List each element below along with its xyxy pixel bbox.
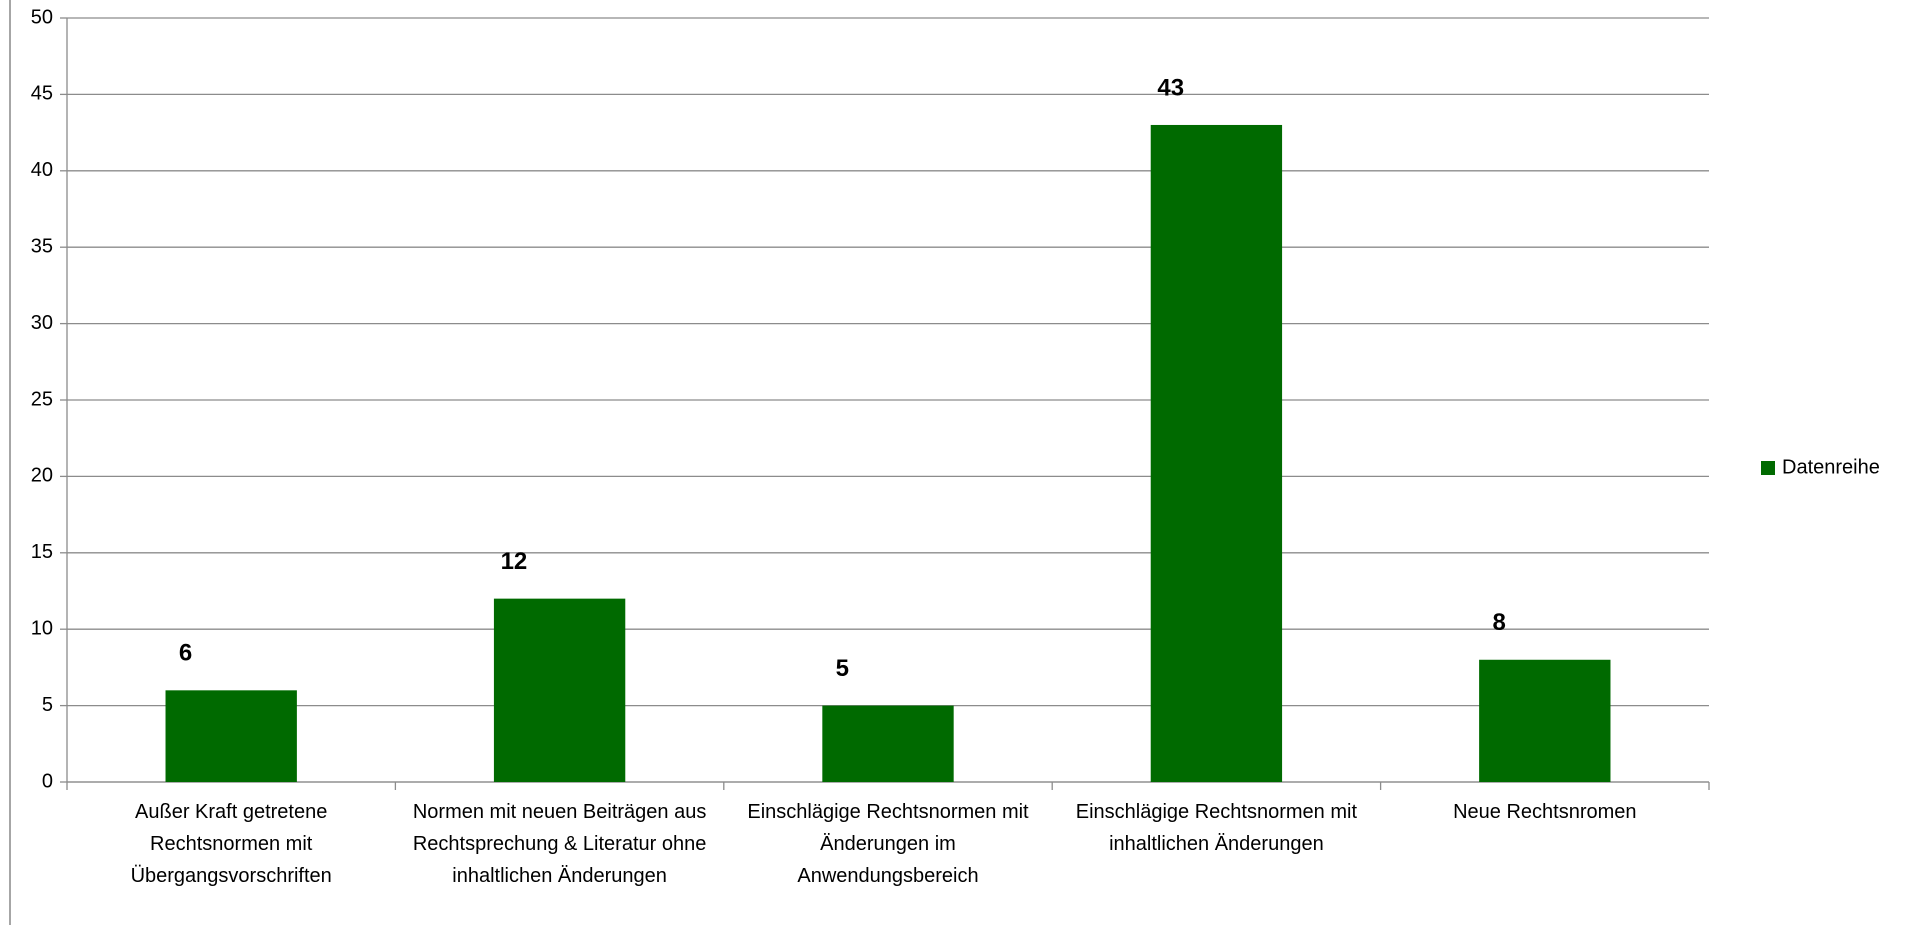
- bar: [822, 705, 954, 782]
- y-tick-label: 10: [31, 617, 53, 639]
- y-tick-label: 50: [31, 6, 53, 28]
- y-tick-label: 30: [31, 312, 53, 334]
- x-tick-label: Neue Rechtsnromen: [1453, 801, 1637, 823]
- x-tick-label: Einschlägige Rechtsnormen mit Änderungen…: [747, 801, 1029, 887]
- bar: [165, 690, 297, 782]
- data-label: 8: [1492, 609, 1505, 636]
- x-tick-label: Einschlägige Rechtsnormen mit inhaltlich…: [1075, 801, 1358, 855]
- y-tick-label: 25: [31, 388, 53, 410]
- x-tick-label: Normen mit neuen Beiträgen aus Rechtspre…: [412, 801, 707, 887]
- y-tick-label: 15: [31, 541, 53, 563]
- legend-label: Datenreihe: [1782, 456, 1880, 478]
- y-tick-label: 0: [42, 770, 53, 792]
- y-tick-label: 20: [31, 465, 53, 487]
- bar: [1479, 659, 1611, 782]
- data-label: 43: [1157, 74, 1184, 101]
- y-tick-label: 40: [31, 159, 53, 181]
- x-tick-label: Außer Kraft getretene Rechtsnormen mit Ü…: [130, 801, 332, 887]
- y-tick-label: 35: [31, 235, 53, 257]
- bar: [493, 598, 626, 782]
- data-label: 5: [836, 655, 849, 682]
- y-tick-label: 45: [31, 83, 53, 105]
- y-tick-label: 5: [42, 694, 53, 716]
- bar: [1150, 124, 1283, 782]
- data-label: 12: [501, 548, 528, 575]
- legend-swatch: [1761, 461, 1775, 475]
- data-label: 6: [179, 640, 192, 667]
